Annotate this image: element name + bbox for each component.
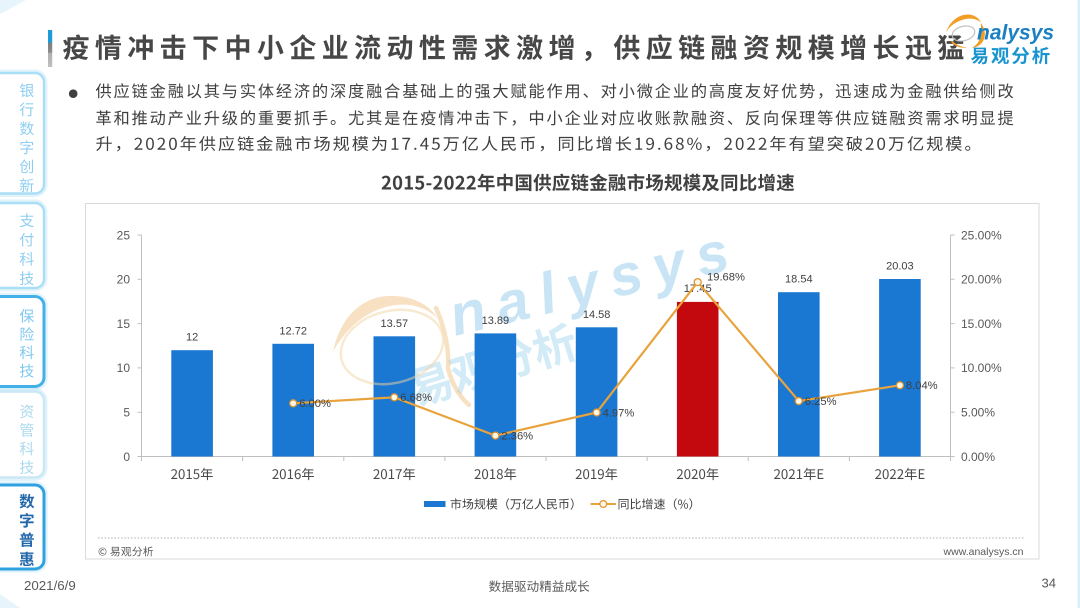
svg-text:15.00%: 15.00% — [961, 317, 1002, 331]
svg-text:25: 25 — [117, 228, 131, 242]
svg-text:20: 20 — [117, 273, 131, 287]
svg-text:12.72: 12.72 — [279, 325, 307, 337]
svg-text:0.00%: 0.00% — [961, 450, 995, 464]
svg-text:10: 10 — [117, 361, 131, 375]
svg-text:13.57: 13.57 — [381, 318, 409, 330]
svg-text:5.00%: 5.00% — [961, 406, 995, 420]
svg-text:2021/6/9: 2021/6/9 — [24, 578, 76, 593]
svg-text:2.36%: 2.36% — [501, 430, 533, 442]
svg-text:6.68%: 6.68% — [400, 392, 432, 404]
svg-text:5: 5 — [123, 406, 130, 420]
svg-text:34: 34 — [1042, 576, 1056, 591]
svg-text:8.04%: 8.04% — [906, 380, 938, 392]
svg-text:14.58: 14.58 — [583, 309, 611, 321]
svg-text:www.analysys.cn: www.analysys.cn — [943, 546, 1024, 558]
svg-text:4.97%: 4.97% — [603, 407, 635, 419]
svg-text:20.03: 20.03 — [886, 261, 914, 273]
svg-text:nalysys: nalysys — [977, 22, 1054, 45]
svg-text:19.68%: 19.68% — [707, 271, 745, 283]
svg-text:18.54: 18.54 — [785, 274, 813, 286]
svg-text:6.00%: 6.00% — [299, 398, 331, 410]
svg-text:0: 0 — [123, 450, 130, 464]
svg-text:6.25%: 6.25% — [805, 396, 837, 408]
svg-text:13.89: 13.89 — [482, 315, 510, 327]
svg-text:25.00%: 25.00% — [961, 228, 1002, 242]
svg-text:20.00%: 20.00% — [961, 273, 1002, 287]
svg-text:10.00%: 10.00% — [961, 361, 1002, 375]
svg-text:12: 12 — [186, 332, 198, 344]
svg-text:15: 15 — [117, 317, 131, 331]
